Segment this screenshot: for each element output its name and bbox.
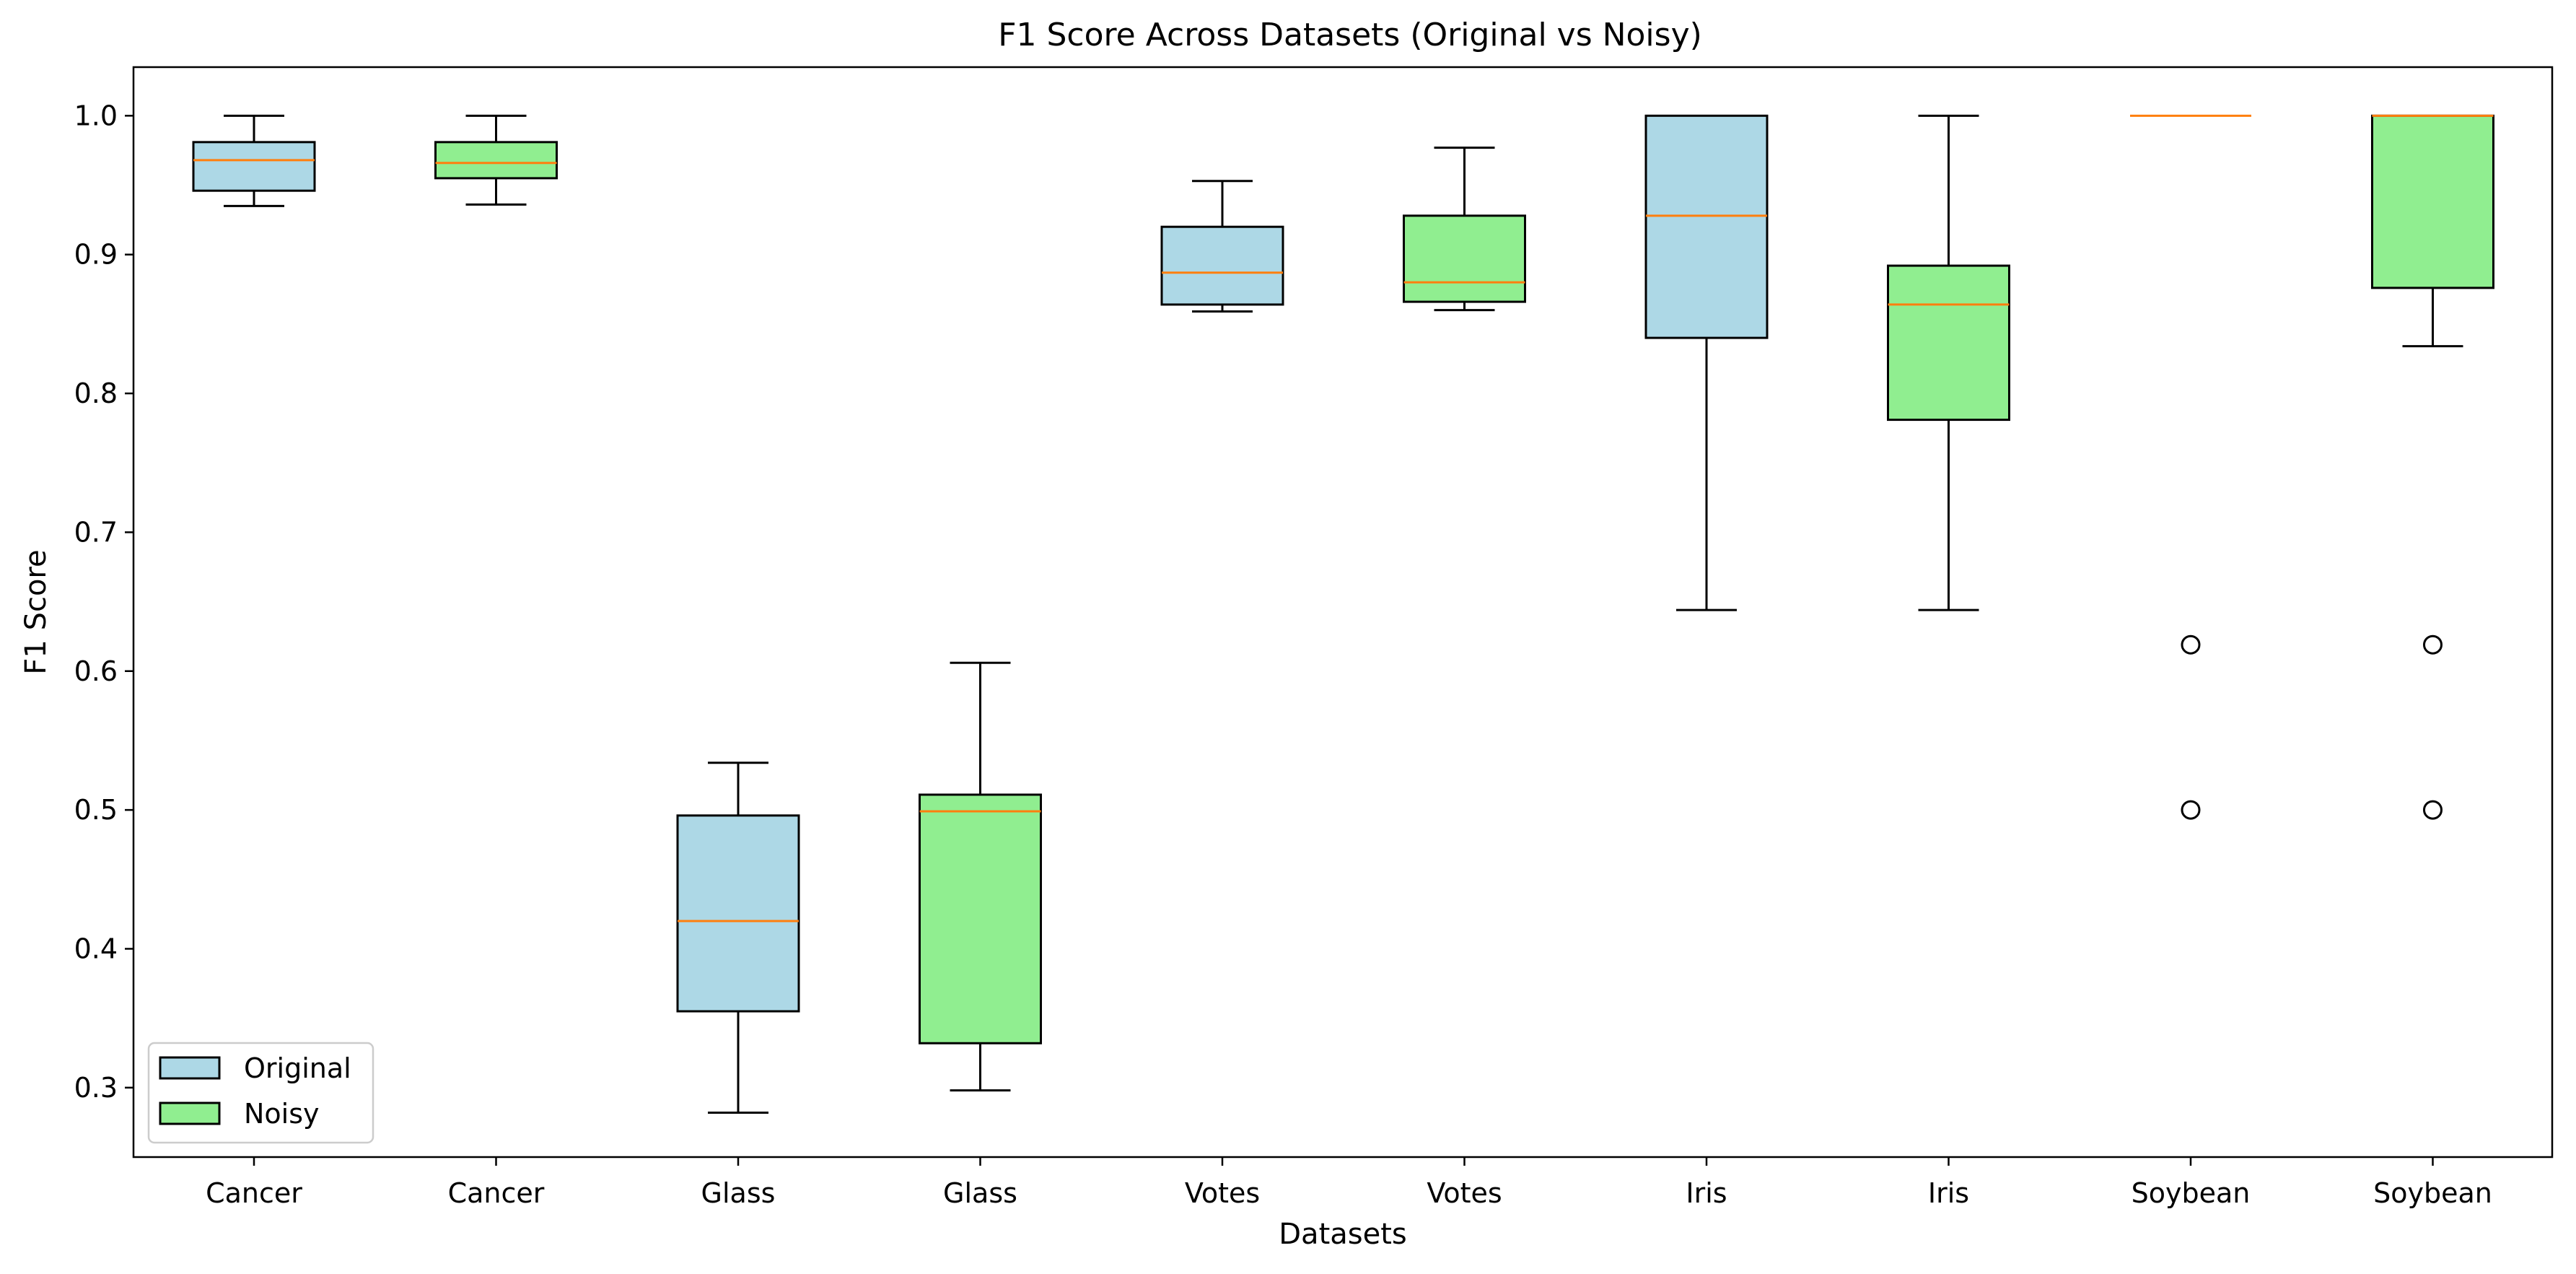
box-body bbox=[2371, 114, 2494, 289]
outlier-point bbox=[2181, 800, 2201, 820]
box-body bbox=[676, 814, 800, 1013]
outlier-point bbox=[2423, 634, 2443, 655]
box-cancer-noisy bbox=[434, 114, 558, 206]
outlier-point bbox=[2423, 800, 2443, 820]
x-axis-label: Datasets bbox=[1279, 1218, 1406, 1251]
box-body bbox=[1644, 114, 1769, 339]
box-iris-original bbox=[1644, 114, 1769, 611]
y-tick-label: 0.6 bbox=[74, 655, 118, 687]
plot-frame bbox=[132, 66, 2554, 1159]
box-soybean-noisy bbox=[2371, 114, 2494, 820]
box-glass-original bbox=[676, 762, 800, 1114]
y-axis-label: F1 Score bbox=[19, 549, 53, 674]
plot-marks bbox=[192, 114, 2494, 1114]
y-tick-label: 0.4 bbox=[74, 933, 118, 964]
x-tick-label: Glass bbox=[701, 1177, 776, 1209]
box-body bbox=[434, 141, 558, 180]
y-tick-label: 0.9 bbox=[74, 239, 118, 271]
box-body bbox=[1887, 264, 2010, 422]
x-tick-label: Soybean bbox=[2132, 1177, 2251, 1209]
box-iris-noisy bbox=[1887, 114, 2010, 611]
y-tick-label: 0.3 bbox=[74, 1072, 118, 1104]
box-body bbox=[1160, 225, 1284, 306]
x-tick-label: Votes bbox=[1427, 1177, 1502, 1209]
chart-title: F1 Score Across Datasets (Original vs No… bbox=[998, 17, 1702, 53]
x-tick-label: Iris bbox=[1928, 1177, 1969, 1209]
legend-label-noisy: Noisy bbox=[244, 1098, 320, 1130]
x-tick-label: Cancer bbox=[448, 1177, 545, 1209]
box-body bbox=[1403, 214, 1526, 303]
y-tick-label: 1.0 bbox=[74, 100, 118, 131]
legend: Original Noisy bbox=[147, 1042, 374, 1144]
box-votes-noisy bbox=[1403, 147, 1526, 312]
box-glass-noisy bbox=[919, 661, 1042, 1092]
x-tick-label: Soybean bbox=[2373, 1177, 2492, 1209]
box-votes-original bbox=[1160, 180, 1284, 313]
box-body bbox=[919, 793, 1042, 1044]
box-body bbox=[192, 141, 316, 192]
x-axis: Cancer Cancer Glass Glass Votes Votes Iris Iris… bbox=[206, 1157, 2492, 1209]
box-soybean-original bbox=[2130, 114, 2251, 820]
x-tick-label: Glass bbox=[943, 1177, 1017, 1209]
x-tick-label: Cancer bbox=[206, 1177, 302, 1209]
legend-swatch-original bbox=[159, 1056, 221, 1080]
y-axis: 0.3 0.4 0.5 0.6 0.7 0.8 0.9 1.0 bbox=[74, 100, 133, 1104]
x-tick-label: Iris bbox=[1686, 1177, 1727, 1209]
y-tick-label: 0.8 bbox=[74, 378, 118, 409]
y-tick-label: 0.5 bbox=[74, 794, 118, 826]
legend-swatch-noisy bbox=[159, 1101, 221, 1125]
y-tick-label: 0.7 bbox=[74, 516, 118, 548]
legend-label-original: Original bbox=[244, 1052, 351, 1084]
outlier-point bbox=[2181, 634, 2201, 655]
box-cancer-original bbox=[192, 114, 316, 207]
x-tick-label: Votes bbox=[1185, 1177, 1260, 1209]
